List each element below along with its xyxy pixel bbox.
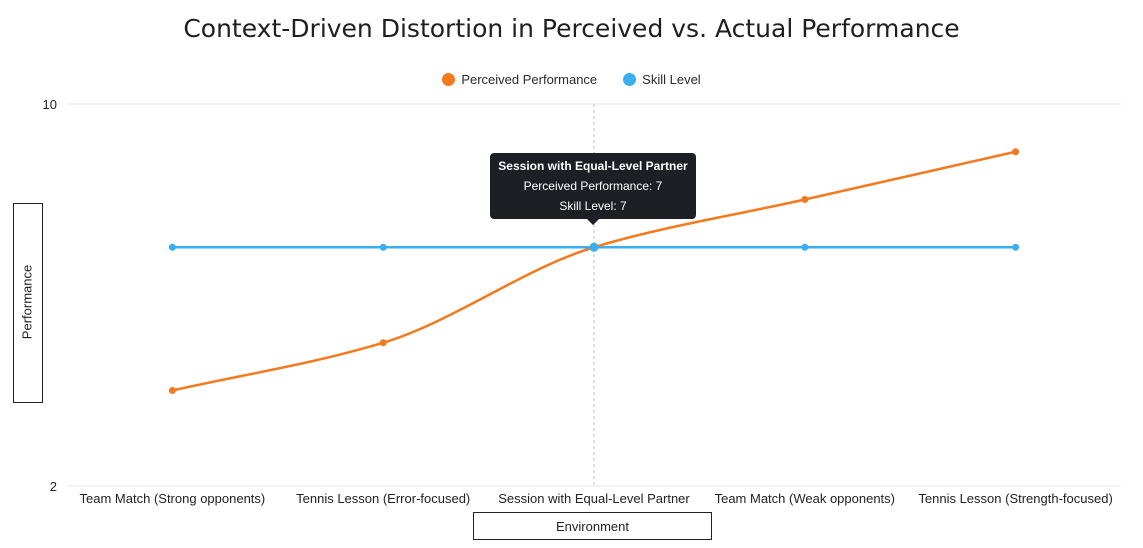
chart-title: Context-Driven Distortion in Perceived v… xyxy=(183,14,960,43)
data-point-perceived xyxy=(801,196,809,203)
data-point-skill xyxy=(379,243,387,251)
tooltip-title: Session with Equal-Level Partner xyxy=(498,159,688,173)
legend-label-skill: Skill Level xyxy=(642,72,701,87)
legend-marker-perceived xyxy=(442,73,456,86)
data-point-perceived xyxy=(379,339,387,347)
data-point-skill xyxy=(589,242,599,252)
tooltip: Session with Equal-Level Partner Perceiv… xyxy=(490,153,696,225)
y-tick-label: 10 xyxy=(43,97,57,112)
data-point-perceived xyxy=(1012,148,1020,156)
x-tick-label: Tennis Lesson (Error-focused) xyxy=(296,491,470,506)
x-tick-label: Tennis Lesson (Strength-focused) xyxy=(918,491,1112,506)
x-tick-label: Team Match (Weak opponents) xyxy=(715,491,895,506)
x-axis-label: Environment xyxy=(556,518,629,534)
y-tick-label: 2 xyxy=(50,479,57,494)
data-point-skill xyxy=(801,243,809,251)
legend-item-perceived[interactable]: Perceived Performance xyxy=(442,72,597,87)
legend-label-perceived: Perceived Performance xyxy=(461,72,598,87)
data-point-perceived xyxy=(168,387,176,394)
legend-marker-skill xyxy=(623,73,637,86)
tooltip-line-perceived: Perceived Performance: 7 xyxy=(523,179,663,193)
y-axis-label-box xyxy=(13,203,43,403)
tooltip-line-skill: Skill Level: 7 xyxy=(559,199,627,213)
legend-item-skill[interactable]: Skill Level xyxy=(623,72,701,87)
legend: Perceived Performance Skill Level xyxy=(0,72,1143,87)
x-tick-label: Team Match (Strong opponents) xyxy=(80,491,266,506)
x-tick-label: Session with Equal-Level Partner xyxy=(498,491,690,506)
data-point-skill xyxy=(1012,243,1020,251)
data-point-skill xyxy=(168,243,176,251)
y-axis-label: Performance xyxy=(19,264,35,340)
x-axis-label-box: Environment xyxy=(473,512,712,540)
